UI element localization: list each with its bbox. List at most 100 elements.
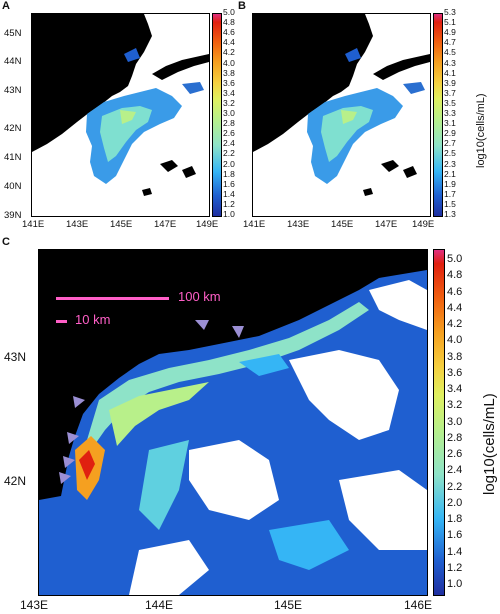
panel-a-letter: A xyxy=(2,0,10,12)
panel-a-colorbar-tick: 4.2 xyxy=(223,47,235,58)
scale-bar-10km-label: 10 km xyxy=(75,312,111,327)
panel-a-ytick: 39N xyxy=(4,210,22,221)
panel-c-colorbar-tick: 5.0 xyxy=(447,253,463,265)
panel-a-colorbar-tick: 1.0 xyxy=(223,209,235,219)
panel-b-colorbar-tick: 3.7 xyxy=(444,87,456,98)
panel-a-colorbar-tick: 3.2 xyxy=(223,97,235,108)
panel-a-colorbar-tick: 4.6 xyxy=(223,27,235,38)
panel-c-colorbar-tick: 4.2 xyxy=(447,318,463,330)
bloom-arrow-icon xyxy=(195,320,209,330)
panel-c-colorbar-tick: 1.0 xyxy=(447,578,463,590)
panel-c-xtick: 146E xyxy=(404,598,433,612)
panel-c-xtick: 145E xyxy=(274,598,303,612)
panel-a-colorbar-tick: 3.6 xyxy=(223,77,235,88)
scale-bar-100km xyxy=(56,297,169,300)
bloom-arrow-icon xyxy=(63,456,75,468)
panel-b-colorbar-tick: 4.5 xyxy=(444,47,456,58)
panel-a-ytick: 45N xyxy=(4,28,22,39)
panel-b-colorbar-tick: 4.1 xyxy=(444,67,456,78)
panel-a-colorbar-tick: 1.6 xyxy=(223,178,235,189)
panel-b-colorbar-tick: 5.3 xyxy=(444,7,456,17)
panel-b-xtick: 145E xyxy=(331,219,354,230)
panel-c-colorbar-tick: 2.4 xyxy=(447,464,463,477)
bloom-arrows xyxy=(59,320,244,484)
panel-b-colorbar-tick: 3.3 xyxy=(444,108,456,118)
panel-b-colorbar-tick: 4.7 xyxy=(444,37,456,48)
panel-b-xtick: 147E xyxy=(375,219,398,230)
panel-c-colorbar-tick: 3.2 xyxy=(447,399,463,412)
panel-a-colorbar-tick: 3.0 xyxy=(223,108,235,118)
panel-c-colorbar-unit: log10(cells/mL) xyxy=(481,393,498,495)
panel-b-colorbar-tick: 4.9 xyxy=(444,27,456,38)
panel-b-colorbar-tick: 2.7 xyxy=(444,138,456,149)
panel-b-xtick: 141E xyxy=(243,219,266,230)
panel-c-xtick: 143E xyxy=(20,598,49,612)
panel-b-sensor-label: MLH xyxy=(398,198,424,212)
panel-a-ytick: 44N xyxy=(4,56,22,67)
panel-b-colorbar-tick: 1.5 xyxy=(444,198,456,209)
panel-a-xtick: 143E xyxy=(66,219,89,230)
panel-c-colorbar-tick: 4.0 xyxy=(447,334,463,347)
panel-b-colorbar-tick: 1.7 xyxy=(444,188,456,199)
panel-b-colorbar-tick: 3.1 xyxy=(444,118,456,129)
panel-c-xtick: 144E xyxy=(145,598,174,612)
panel-b-letter: B xyxy=(238,0,246,12)
panel-a-ytick: 41N xyxy=(4,152,22,163)
panel-a-colorbar-tick: 5.0 xyxy=(223,7,235,17)
panel-b-colorbar xyxy=(433,13,443,217)
scale-bar-100km-label: 100 km xyxy=(178,289,221,304)
bloom-arrow-icon xyxy=(232,326,244,338)
bloom-arrow-icon xyxy=(73,396,85,408)
panel-a-ytick: 43N xyxy=(4,85,22,96)
panel-c-colorbar-tick: 2.8 xyxy=(447,431,463,444)
panel-a-xtick: 149E xyxy=(196,219,219,230)
panel-a-colorbar xyxy=(212,13,222,217)
panel-b-colorbar-tick: 5.1 xyxy=(444,17,456,28)
panel-c-colorbar-tick: 4.8 xyxy=(447,269,463,282)
panel-a-sensor-label: RBD xyxy=(177,198,203,212)
panel-a-map: RBD xyxy=(31,13,210,217)
panel-b-land xyxy=(253,14,373,152)
panel-a-land xyxy=(32,14,152,152)
panel-a-colorbar-tick: 2.2 xyxy=(223,148,235,159)
panel-c-letter: C xyxy=(2,236,10,248)
panel-c-colorbar-tick: 3.0 xyxy=(447,415,463,428)
panel-c-colorbar-tick: 1.8 xyxy=(447,513,463,525)
panel-a-colorbar-tick: 2.0 xyxy=(223,158,235,169)
panel-b-colorbar-tick: 3.5 xyxy=(444,97,456,108)
panel-a-colorbar-tick: 2.6 xyxy=(223,128,235,139)
panel-c-colorbar-tick: 3.8 xyxy=(447,350,463,363)
panel-c-colorbar-tick: 2.2 xyxy=(447,480,463,493)
panel-a-ytick: 40N xyxy=(4,181,22,192)
panel-a-colorbar-tick: 2.8 xyxy=(223,118,235,129)
panel-b-colorbar-tick: 2.1 xyxy=(444,168,456,179)
panel-b-colorbar-tick: 4.3 xyxy=(444,57,456,68)
panel-c-map: 100 km 10 km xyxy=(38,249,428,596)
panel-b-colorbar-tick: 3.9 xyxy=(444,77,456,88)
panel-c-ytick: 43N xyxy=(4,350,27,364)
panel-b-colorbar-unit: log10(cells/mL) xyxy=(475,93,487,168)
panel-b-xtick: 143E xyxy=(287,219,310,230)
panel-a-colorbar-tick: 1.4 xyxy=(223,188,235,199)
panel-c-colorbar-tick: 4.4 xyxy=(447,301,463,314)
panel-c-colorbar-tick: 2.6 xyxy=(447,448,463,460)
panel-a-colorbar-tick: 2.4 xyxy=(223,138,235,149)
panel-c-colorbar-tick: 1.6 xyxy=(447,529,463,542)
panel-c-colorbar-tick: 1.2 xyxy=(447,561,463,574)
panel-a-xtick: 141E xyxy=(22,219,45,230)
panel-c-colorbar-tick: 1.4 xyxy=(447,545,463,558)
panel-c-colorbar xyxy=(433,249,445,596)
panel-c-land xyxy=(39,250,427,500)
panel-c-colorbar-tick: 4.6 xyxy=(447,285,463,298)
panel-a-ytick: 42N xyxy=(4,123,22,134)
panel-a-colorbar-tick: 4.8 xyxy=(223,17,235,28)
scale-bar-10km xyxy=(56,320,67,323)
bloom-arrow-icon xyxy=(59,472,71,484)
panel-b-colorbar-tick: 1.3 xyxy=(444,209,456,219)
panel-b-colorbar-tick: 2.9 xyxy=(444,128,456,139)
panel-c-ytick: 42N xyxy=(4,474,27,488)
panel-a-colorbar-tick: 1.2 xyxy=(223,198,235,209)
panel-b-colorbar-tick: 2.3 xyxy=(444,158,456,169)
panel-c-colorbar-tick: 2.0 xyxy=(447,496,463,509)
panel-b-colorbar-tick: 1.9 xyxy=(444,178,456,189)
